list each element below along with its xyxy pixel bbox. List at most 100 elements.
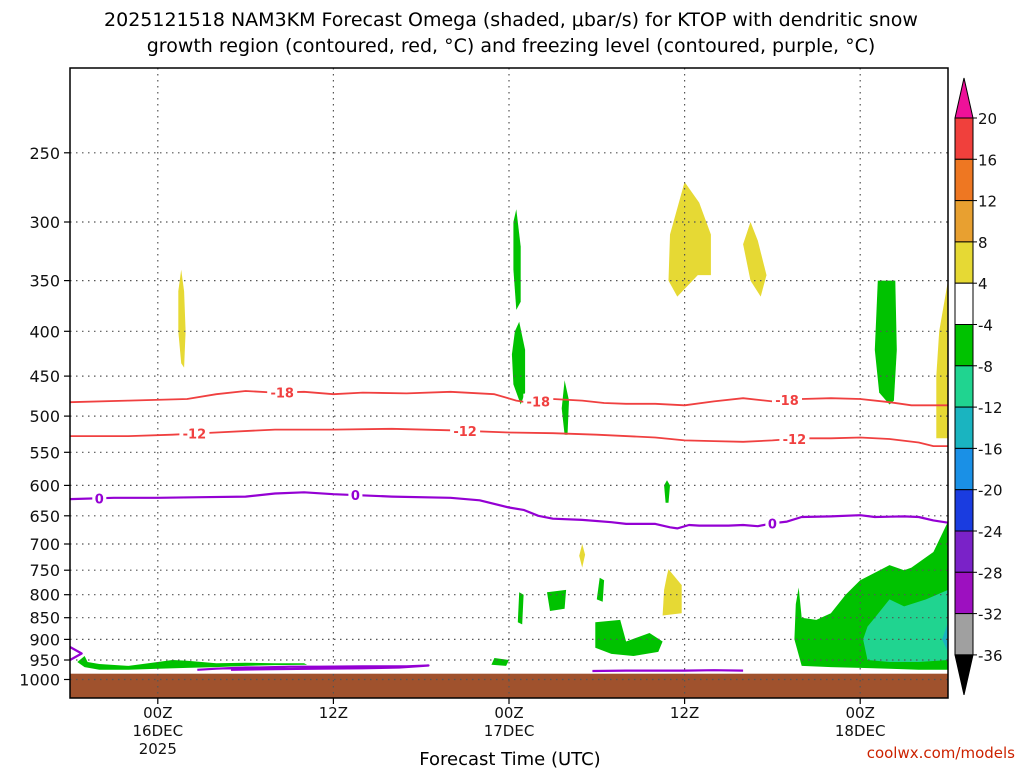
colorbar-label-5: -4	[978, 317, 993, 335]
colorbar-label-2: 12	[978, 193, 997, 211]
x-tick-label-4-0: 00Z	[846, 704, 875, 722]
omega-region-4	[668, 182, 711, 297]
contour-label-freezing-level-2: 0	[768, 517, 777, 532]
contour-dgz-bottom	[70, 427, 948, 448]
colorbar-bin-8	[954, 406, 974, 449]
omega-shaded-regions	[77, 182, 948, 670]
chart-title-line-1: 2025121518 NAM3KM Forecast Omega (shaded…	[104, 9, 918, 31]
colorbar-label-9: -20	[978, 482, 1003, 500]
colorbar-bin-6	[954, 324, 974, 367]
omega-region-15	[77, 656, 308, 670]
contour-label-dgz-top-1: -18	[527, 396, 551, 411]
omega-region-10	[662, 569, 682, 616]
contour-freezing-level-low-2	[592, 669, 744, 673]
contour-label-bg-freezing-level-2	[765, 515, 780, 531]
contour-label-dgz-bottom-1: -12	[453, 425, 477, 440]
x-tick-label-4-1: 18DEC	[835, 722, 886, 740]
x-tick-label-0-1: 16DEC	[133, 722, 184, 740]
colorbar-label-3: 8	[978, 234, 988, 252]
omega-region-5	[743, 222, 767, 297]
contour-label-bg-dgz-bottom-0	[179, 425, 210, 441]
y-tick-label-300: 300	[29, 213, 60, 232]
colorbar-label-13: -36	[978, 647, 1003, 665]
colorbar-label-10: -24	[978, 523, 1003, 541]
colorbar-bin-3	[954, 200, 974, 243]
y-tick-label-600: 600	[29, 476, 60, 495]
x-tick-label-2-0: 00Z	[494, 704, 523, 722]
ground-fill	[70, 673, 948, 698]
y-tick-label-350: 350	[29, 272, 60, 291]
contour-freezing-level-low	[197, 664, 430, 671]
contour-label-freezing-level-1: 0	[351, 489, 360, 504]
omega-region-8	[664, 480, 670, 503]
contour-label-bg-freezing-level-0	[92, 490, 107, 506]
colorbar-bin-9	[954, 447, 974, 491]
x-tick-label-2-1: 17DEC	[484, 722, 535, 740]
y-tick-label-850: 850	[29, 609, 60, 628]
colorbar-label-8: -16	[978, 440, 1003, 458]
credit-link[interactable]: coolwx.com/models	[867, 744, 1015, 762]
contour-label-bg-dgz-top-1	[523, 393, 554, 409]
contour-label-dgz-bottom-2: -12	[783, 433, 807, 448]
contour-label-bg-dgz-bottom-2	[779, 430, 810, 446]
y-tick-label-400: 400	[29, 322, 60, 341]
y-tick-label-950: 950	[29, 651, 60, 670]
omega-region-16	[491, 658, 509, 666]
contour-label-bg-dgz-top-2	[772, 392, 802, 408]
omega-region-7	[936, 280, 948, 439]
contour-label-dgz-top-0: -18	[270, 386, 294, 401]
colorbar-label-1: 16	[978, 151, 997, 169]
omega-region-2	[511, 321, 526, 405]
chart-title-line-2: growth region (contoured, red, °C) and f…	[147, 35, 876, 57]
omega-region-6	[874, 280, 897, 405]
omega-region-11	[596, 577, 605, 602]
y-tick-label-750: 750	[29, 561, 60, 580]
y-tick-label-650: 650	[29, 507, 60, 526]
x-tick-label-3-0: 12Z	[670, 704, 699, 722]
omega-region-18	[863, 589, 948, 662]
y-tick-label-900: 900	[29, 630, 60, 649]
temperature-contours: -18 -18 -18 -12 -12 -12 0 0 0	[69, 384, 949, 673]
contour-label-dgz-top-2: -18	[775, 394, 799, 409]
x-tick-label-0-0: 00Z	[143, 704, 172, 722]
omega-region-14	[595, 619, 663, 656]
contour-label-bg-freezing-level-1	[348, 487, 363, 503]
y-tick-label-250: 250	[29, 144, 60, 163]
contour-label-bg-dgz-bottom-1	[450, 422, 481, 438]
y-tick-label-700: 700	[29, 535, 60, 554]
omega-region-3	[561, 380, 569, 435]
colorbar-bin-1	[954, 117, 974, 160]
x-axis-title: Forecast Time (UTC)	[419, 749, 600, 768]
colorbar-label-4: 4	[978, 275, 988, 293]
colorbar-bottom-arrow	[954, 654, 974, 696]
omega-region-0	[178, 269, 186, 368]
omega-region-1	[513, 209, 521, 310]
colorbar-top-arrow	[954, 77, 974, 119]
ground-surface	[70, 673, 948, 698]
colorbar-bin-2	[954, 158, 974, 202]
contour-freezing-level	[69, 491, 949, 530]
colorbar-bin-7	[954, 365, 974, 408]
grid-lines	[70, 68, 948, 698]
pressure-axis: 250 300 350 400 450 500 550 600 650 700 750 800 850 9…	[19, 144, 70, 690]
x-tick-label-1-0: 12Z	[319, 704, 348, 722]
omega-region-13	[517, 592, 524, 625]
colorbar-bin-12	[954, 571, 974, 615]
colorbar-label-11: -28	[978, 564, 1003, 582]
omega-region-12	[547, 589, 567, 611]
contour-freezing-level-surface	[69, 646, 83, 661]
colorbar-bin-13	[954, 613, 974, 656]
omega-colorbar: 20 16 12 8 4 -4 -8 -12 -16 -20 -24 -28 -32 -36	[954, 77, 1003, 696]
colorbar-bin-10	[954, 489, 974, 532]
omega-region-19	[942, 622, 948, 652]
omega-region-9	[579, 544, 586, 568]
contour-label-bg-dgz-top-0	[267, 384, 298, 400]
colorbar-label-12: -32	[978, 606, 1003, 624]
colorbar-label-7: -12	[978, 399, 1003, 417]
y-tick-label-800: 800	[29, 586, 60, 605]
y-tick-label-1000: 1000	[19, 671, 60, 690]
colorbar-bin-11	[954, 530, 974, 573]
contour-label-freezing-level-0: 0	[95, 492, 104, 507]
y-tick-label-500: 500	[29, 407, 60, 426]
